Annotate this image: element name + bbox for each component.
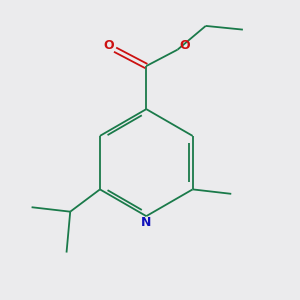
Text: N: N: [141, 216, 152, 229]
Text: O: O: [103, 39, 114, 52]
Text: O: O: [180, 39, 190, 52]
